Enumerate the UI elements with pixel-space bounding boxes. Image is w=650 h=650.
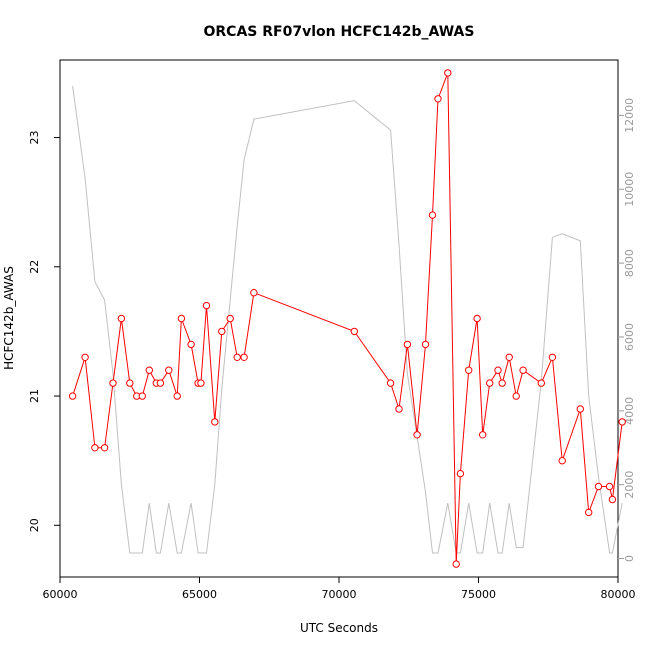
hcfc142b-data-point bbox=[145, 366, 154, 374]
x-axis: 60000 65000 70000 75000 80000 bbox=[43, 577, 636, 601]
hcfc142b-data-point bbox=[126, 379, 134, 387]
hcfc142b-data-point bbox=[608, 495, 617, 504]
series-layer bbox=[68, 69, 626, 568]
hcfc142b-data-point bbox=[594, 482, 603, 491]
hcfc142b-data-point bbox=[350, 327, 358, 336]
y2-tick-label: 2000 bbox=[623, 471, 636, 499]
hcfc142b-data-point bbox=[211, 418, 219, 426]
hcfc142b-data-point bbox=[177, 314, 186, 323]
hcfc142b-data-point bbox=[187, 340, 195, 349]
hcfc142b-data-point bbox=[548, 353, 557, 361]
x-tick-label: 75000 bbox=[461, 588, 496, 601]
hcfc142b-data-point bbox=[519, 366, 527, 374]
hcfc142b-series-line bbox=[72, 72, 623, 565]
y-tick-label: 22 bbox=[28, 260, 41, 274]
hcfc142b-data-point bbox=[395, 405, 403, 413]
chart-title: ORCAS RF07vlon HCFC142b_AWAS bbox=[204, 24, 475, 40]
x-tick-label: 65000 bbox=[182, 588, 217, 601]
hcfc142b-data-point bbox=[197, 379, 205, 387]
hcfc142b-data-point bbox=[494, 366, 502, 374]
hcfc142b-data-point bbox=[434, 95, 442, 103]
hcfc142b-data-point bbox=[109, 379, 117, 387]
y2-tick-label: 8000 bbox=[623, 249, 636, 277]
hcfc142b-data-point bbox=[452, 560, 460, 568]
hcfc142b-data-point bbox=[403, 340, 412, 349]
hcfc142b-data-point bbox=[576, 405, 584, 413]
hcfc142b-data-point bbox=[117, 314, 126, 323]
x-axis-title: UTC Seconds bbox=[300, 621, 378, 635]
hcfc142b-data-point bbox=[512, 392, 520, 400]
y2-tick-label: 0 bbox=[623, 555, 636, 562]
y-tick-label: 21 bbox=[28, 389, 41, 403]
hcfc142b-data-point bbox=[156, 379, 165, 387]
hcfc142b-data-point bbox=[473, 314, 481, 323]
hcfc142b-data-point bbox=[537, 379, 545, 387]
hcfc142b-data-point bbox=[386, 379, 395, 387]
hcfc142b-data-point bbox=[456, 469, 465, 478]
hcfc142b-data-point bbox=[498, 379, 506, 387]
hcfc142b-data-point bbox=[173, 392, 181, 400]
hcfc142b-data-point bbox=[226, 314, 234, 323]
hcfc142b-data-point bbox=[465, 366, 473, 374]
hcfc142b-data-point bbox=[444, 69, 452, 77]
hcfc142b-data-point bbox=[202, 301, 211, 310]
y2-axis-right: 0 2000 4000 6000 8000 10000 12000 bbox=[618, 98, 636, 562]
y2-tick-label: 6000 bbox=[623, 323, 636, 351]
hcfc142b-data-point bbox=[486, 379, 494, 387]
x-tick-label: 70000 bbox=[322, 588, 357, 601]
hcfc142b-data-point bbox=[413, 431, 421, 439]
hcfc142b-data-point bbox=[138, 392, 147, 400]
hcfc142b-data-point bbox=[233, 353, 241, 361]
y-tick-label: 23 bbox=[28, 131, 41, 145]
hcfc142b-data-point bbox=[421, 340, 430, 349]
hcfc142b-data-point bbox=[558, 457, 566, 465]
y-axis-title: HCFC142b_AWAS bbox=[2, 266, 16, 370]
hcfc142b-data-point bbox=[218, 327, 226, 336]
y-tick-label: 20 bbox=[28, 518, 41, 532]
altitude-series-line bbox=[72, 85, 623, 554]
hcfc142b-data-point bbox=[250, 289, 258, 297]
x-tick-label: 80000 bbox=[601, 588, 636, 601]
hcfc142b-data-point bbox=[81, 353, 89, 361]
hcfc142b-data-point bbox=[618, 418, 626, 426]
hcfc142b-data-point bbox=[100, 444, 109, 452]
y-axis: 20 21 22 23 bbox=[28, 131, 60, 532]
hcfc142b-data-point bbox=[91, 444, 99, 452]
hcfc142b-data-point bbox=[240, 353, 248, 361]
hcfc142b-data-point bbox=[505, 353, 513, 361]
hcfc142b-data-point bbox=[605, 482, 614, 491]
y2-tick-label: 4000 bbox=[623, 397, 636, 425]
hcfc142b-data-point bbox=[479, 431, 487, 439]
hcfc142b-data-point bbox=[165, 366, 173, 374]
y2-tick-label: 12000 bbox=[623, 98, 636, 133]
hcfc142b-data-point bbox=[68, 392, 77, 400]
hcfc142b-data-point bbox=[428, 211, 437, 219]
y2-tick-label: 10000 bbox=[623, 172, 636, 207]
x-tick-label: 60000 bbox=[43, 588, 78, 601]
hcfc142b-data-point bbox=[585, 508, 593, 517]
